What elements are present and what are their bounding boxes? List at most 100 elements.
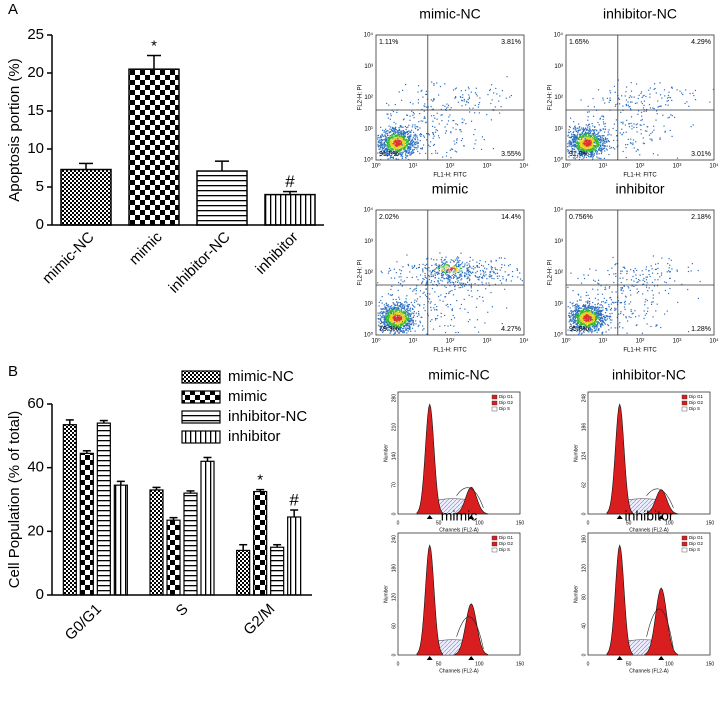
event-dot: [488, 282, 489, 283]
event-dot: [456, 258, 457, 259]
event-dot: [445, 126, 446, 127]
x-tick-label: mimic: [126, 228, 166, 268]
event-dot: [589, 147, 590, 148]
event-dot: [431, 273, 432, 274]
x-axis-label: FL1-H: FITC: [433, 348, 467, 354]
event-dot: [378, 145, 379, 146]
event-dot: [450, 131, 451, 132]
event-dot: [600, 139, 601, 140]
event-dot: [581, 141, 582, 142]
event-dot: [386, 316, 387, 317]
event-dot: [592, 151, 593, 152]
event-dot: [596, 154, 597, 155]
event-dot: [399, 317, 400, 318]
event-dot: [598, 150, 599, 151]
event-dot: [415, 323, 416, 324]
event-dot: [455, 273, 456, 274]
bar: [61, 170, 111, 225]
event-dot: [448, 271, 449, 272]
event-dot: [579, 148, 580, 149]
event-dot: [390, 294, 391, 295]
event-dot: [469, 319, 470, 320]
event-dot: [586, 140, 587, 141]
event-dot: [400, 305, 401, 306]
event-dot: [583, 318, 584, 319]
event-dot: [585, 135, 586, 136]
x-tick-label: 10¹: [599, 164, 608, 170]
event-dot: [490, 271, 491, 272]
event-dot: [399, 314, 400, 315]
event-dot: [573, 313, 574, 314]
event-dot: [457, 262, 458, 263]
event-dot: [631, 91, 632, 92]
event-dot: [475, 275, 476, 276]
event-dot: [424, 106, 425, 107]
event-dot: [502, 90, 503, 91]
event-dot: [402, 311, 403, 312]
event-dot: [446, 266, 447, 267]
event-dot: [389, 322, 390, 323]
event-dot: [420, 134, 421, 135]
event-dot: [592, 123, 593, 124]
event-dot: [636, 127, 637, 128]
event-dot: [423, 307, 424, 308]
event-dot: [573, 131, 574, 132]
event-dot: [473, 266, 474, 267]
event-dot: [470, 266, 471, 267]
event-dot: [590, 132, 591, 133]
event-dot: [448, 269, 449, 270]
event-dot: [388, 141, 389, 142]
bar: [150, 490, 163, 595]
event-dot: [434, 304, 435, 305]
event-dot: [453, 282, 454, 283]
event-dot: [421, 134, 422, 135]
event-dot: [438, 268, 439, 269]
y-axis-label: Cell Population (% of total): [6, 411, 23, 589]
event-dot: [479, 112, 480, 113]
event-dot: [402, 156, 403, 157]
event-dot: [656, 92, 657, 93]
event-dot: [404, 133, 405, 134]
event-dot: [396, 145, 397, 146]
event-dot: [572, 136, 573, 137]
event-dot: [413, 316, 414, 317]
plot-title: inhibitor-NC: [603, 6, 677, 22]
event-dot: [574, 316, 575, 317]
event-dot: [604, 141, 605, 142]
event-dot: [476, 262, 477, 263]
event-dot: [469, 295, 470, 296]
event-dot: [588, 309, 589, 310]
event-dot: [450, 262, 451, 263]
event-dot: [399, 326, 400, 327]
event-dot: [413, 267, 414, 268]
event-dot: [451, 107, 452, 108]
event-dot: [598, 132, 599, 133]
event-dot: [461, 90, 462, 91]
event-dot: [596, 327, 597, 328]
quadrant-percent: 1.11%: [379, 39, 398, 46]
event-dot: [382, 272, 383, 273]
event-dot: [416, 148, 417, 149]
event-dot: [419, 153, 420, 154]
event-dot: [643, 95, 644, 96]
event-dot: [458, 269, 459, 270]
event-dot: [611, 319, 612, 320]
event-dot: [399, 276, 400, 277]
event-dot: [492, 99, 493, 100]
event-dot: [414, 134, 415, 135]
event-dot: [421, 283, 422, 284]
event-dot: [667, 311, 668, 312]
x-tick-label: 10¹: [409, 339, 418, 345]
event-dot: [580, 317, 581, 318]
event-dot: [439, 326, 440, 327]
x-axis-label: FL1-H: FITC: [623, 173, 657, 179]
event-dot: [391, 305, 392, 306]
event-dot: [397, 134, 398, 135]
event-dot: [457, 256, 458, 257]
event-dot: [399, 153, 400, 154]
event-dot: [582, 159, 583, 160]
event-dot: [582, 312, 583, 313]
event-dot: [605, 139, 606, 140]
event-dot: [413, 322, 414, 323]
event-dot: [456, 268, 457, 269]
